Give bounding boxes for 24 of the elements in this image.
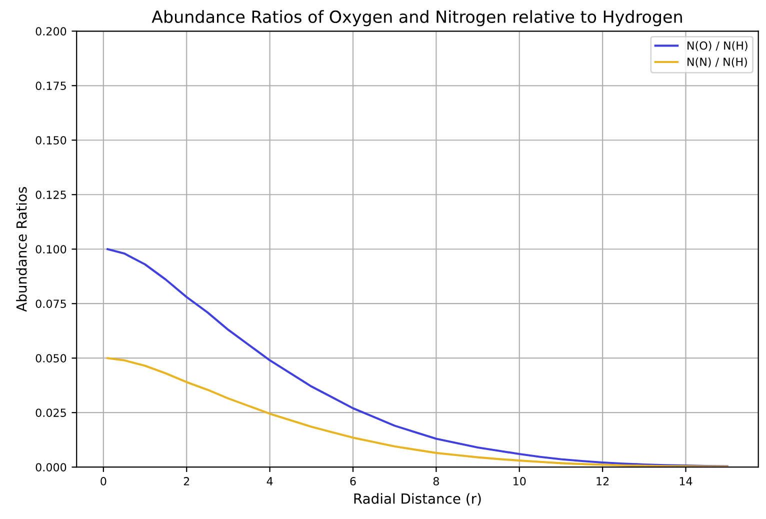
y-tick-label: 0.075 <box>36 300 66 308</box>
x-tick-label: 0 <box>100 477 106 486</box>
y-tick-label: 0.200 <box>36 27 66 36</box>
x-tick-label: 6 <box>350 477 356 486</box>
x-axis-title: Radial Distance (r) <box>354 493 481 506</box>
x-tick-label: 14 <box>680 477 692 486</box>
y-tick-label: 0.025 <box>36 408 66 417</box>
x-tick-label: 8 <box>433 477 439 486</box>
line-series <box>106 357 728 468</box>
legend-label: N(N) / N(H) <box>688 57 747 68</box>
line-series <box>106 248 728 468</box>
y-axis-title: Abundance Ratios <box>16 187 27 312</box>
legend-label: N(O) / N(H) <box>688 41 748 52</box>
x-tick-label: 4 <box>266 477 273 486</box>
y-tick-label: 0.150 <box>36 136 66 145</box>
y-tick-label: 0.000 <box>36 463 66 472</box>
y-tick-label: 0.050 <box>36 354 66 362</box>
y-tick-label: 0.175 <box>36 82 66 90</box>
y-tick-label: 0.100 <box>36 245 66 254</box>
x-tick-label: 12 <box>596 477 609 486</box>
y-tick-label: 0.125 <box>36 190 66 200</box>
chart-title: Abundance Ratios of Oxygen and Nitrogen relative to Hydrogen <box>152 10 682 26</box>
x-tick-label: 10 <box>514 477 526 486</box>
x-tick-label: 2 <box>184 477 190 486</box>
